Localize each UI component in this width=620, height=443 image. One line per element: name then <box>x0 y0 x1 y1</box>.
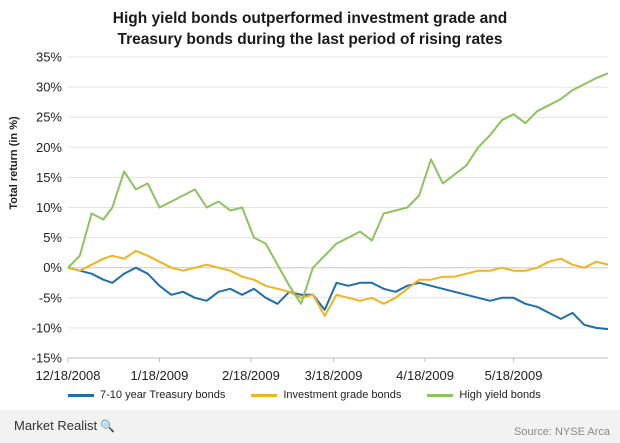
x-tick-label: 4/18/2009 <box>396 368 454 383</box>
line-chart: 35% 30% 25% 20% 15% 10% 5% 0% -5% -10% -15% 12/18/… <box>32 50 609 383</box>
series-line-treasury <box>67 266 609 331</box>
magnifier-icon: 🔍 <box>100 418 116 433</box>
chart-title-line-1: High yield bonds outperformed investment… <box>112 10 508 27</box>
chart-title-line-2: Treasury bonds during the last period of… <box>117 31 503 48</box>
x-tick-labels: 12/18/2008 1/18/2009 2/18/2009 3/18/2009 4/1… <box>35 358 542 383</box>
x-tick-label: 2/18/2009 <box>222 368 280 383</box>
y-tick-label: 20% <box>36 140 62 155</box>
legend-item-investment-grade: Investment grade bonds <box>251 389 401 401</box>
x-tick-label: 1/18/2009 <box>131 368 189 383</box>
y-tick-label: -10% <box>32 320 63 335</box>
legend: 7-10 year Treasury bonds Investment grad… <box>68 389 541 401</box>
gridlines <box>68 56 608 359</box>
series-line-investment-grade <box>67 249 609 317</box>
y-tick-label: 30% <box>36 80 62 95</box>
legend-item-treasury: 7-10 year Treasury bonds <box>68 389 225 401</box>
brand-logo: Market Realist 🔍 <box>14 418 115 433</box>
legend-swatch-high-yield <box>427 393 454 397</box>
x-tick-label: 12/18/2008 <box>35 368 100 383</box>
y-tick-label: -15% <box>32 351 63 366</box>
y-tick-label: 5% <box>43 230 62 245</box>
y-tick-label: -5% <box>39 290 63 305</box>
legend-item-high-yield: High yield bonds <box>427 389 541 401</box>
y-tick-label: 0% <box>43 260 62 275</box>
legend-swatch-investment-grade <box>251 393 278 397</box>
series-lines <box>67 72 609 331</box>
legend-label-high-yield: High yield bonds <box>459 389 541 401</box>
brand-name: Market Realist <box>14 418 98 433</box>
chart-title: High yield bonds outperformed investment… <box>0 8 620 50</box>
legend-swatch-treasury <box>68 393 94 397</box>
series-line-high-yield <box>67 72 609 305</box>
y-tick-label: 25% <box>36 110 62 125</box>
x-tick-label: 5/18/2009 <box>485 368 543 383</box>
footer-band <box>0 410 620 443</box>
legend-label-treasury: 7-10 year Treasury bonds <box>100 389 226 401</box>
y-tick-label: 10% <box>36 200 62 215</box>
y-tick-labels: 35% 30% 25% 20% 15% 10% 5% 0% -5% -10% -15% <box>32 50 63 366</box>
legend-label-investment-grade: Investment grade bonds <box>283 389 402 401</box>
x-tick-label: 3/18/2009 <box>305 368 363 383</box>
source-note: Source: NYSE Arca <box>514 426 610 438</box>
y-tick-label: 15% <box>36 170 62 185</box>
y-tick-label: 35% <box>36 50 62 65</box>
